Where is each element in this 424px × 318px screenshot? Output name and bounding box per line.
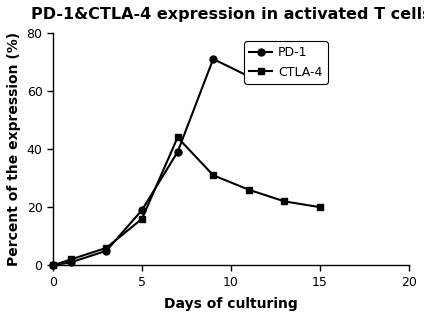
CTLA-4 xyxy=(50,263,56,267)
Y-axis label: Percent of the expression (%): Percent of the expression (%) xyxy=(7,32,21,266)
CTLA-4 xyxy=(139,217,145,221)
CTLA-4 xyxy=(68,258,73,261)
Legend: PD-1, CTLA-4: PD-1, CTLA-4 xyxy=(244,41,327,84)
PD-1 xyxy=(139,208,145,212)
CTLA-4 xyxy=(211,173,216,177)
CTLA-4 xyxy=(282,199,287,203)
Line: CTLA-4: CTLA-4 xyxy=(50,134,324,269)
PD-1 xyxy=(246,74,251,78)
CTLA-4 xyxy=(246,188,251,192)
PD-1 xyxy=(50,263,56,267)
PD-1 xyxy=(104,249,109,253)
Title: PD-1&CTLA-4 expression in activated T cells: PD-1&CTLA-4 expression in activated T ce… xyxy=(31,7,424,22)
Line: PD-1: PD-1 xyxy=(50,56,324,269)
PD-1 xyxy=(211,57,216,61)
CTLA-4 xyxy=(175,135,180,139)
CTLA-4 xyxy=(104,246,109,250)
PD-1 xyxy=(175,150,180,154)
X-axis label: Days of culturing: Days of culturing xyxy=(164,297,298,311)
PD-1 xyxy=(282,60,287,64)
PD-1 xyxy=(318,69,323,73)
PD-1 xyxy=(68,260,73,264)
CTLA-4 xyxy=(318,205,323,209)
